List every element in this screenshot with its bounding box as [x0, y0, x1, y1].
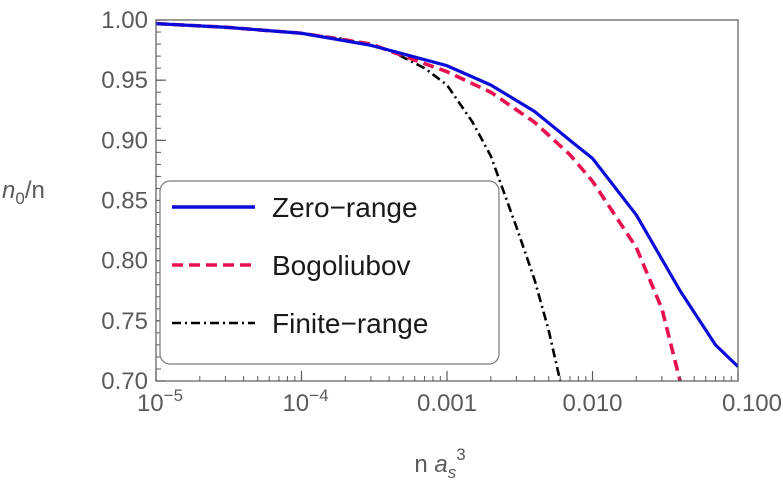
legend-label-bogoliubov: Bogoliubov: [272, 250, 411, 281]
x-axis-label: n as3: [414, 445, 465, 482]
legend-box: [159, 180, 500, 365]
y-tick-label: 0.85: [101, 188, 148, 215]
y-tick-label: 0.95: [101, 67, 148, 94]
y-axis-label: n0/n: [2, 177, 45, 208]
y-tick-label: 1.00: [101, 7, 148, 34]
legend: Zero−range Bogoliubov Finite−range: [159, 180, 500, 365]
x-tick-label: 0.010: [562, 390, 622, 417]
y-tick-label: 0.70: [101, 368, 148, 395]
axis-labels: n as3 n0/n: [2, 177, 466, 482]
series-line-zero-range: [156, 22, 738, 368]
y-tick-label: 0.80: [101, 248, 148, 275]
series-line-finite-range: [156, 22, 562, 381]
y-tick-label: 0.75: [101, 308, 148, 335]
x-tick-label: 10−5: [137, 386, 183, 417]
legend-label-zero-range: Zero−range: [272, 192, 418, 223]
legend-label-finite-range: Finite−range: [272, 308, 428, 339]
y-tick-label: 0.90: [101, 127, 148, 154]
series-line-bogoliubov: [156, 21, 682, 381]
x-tick-label: 0.001: [417, 390, 477, 417]
series-layer: [156, 21, 738, 381]
x-tick-label: 10−4: [282, 386, 328, 417]
x-tick-label: 0.100: [722, 390, 782, 417]
